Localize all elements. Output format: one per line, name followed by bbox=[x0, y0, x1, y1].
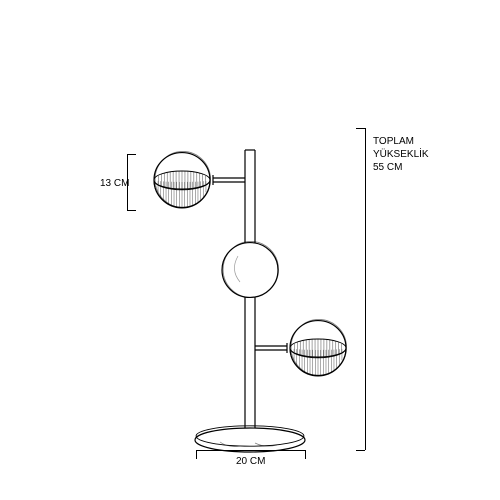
label-base-width-line: 20 CM bbox=[236, 455, 265, 468]
lamp-drawing bbox=[0, 0, 500, 500]
label-globe-diameter-line: 13 CM bbox=[100, 177, 129, 190]
dim-line-height-t1 bbox=[356, 128, 365, 129]
label-total-height-line: 55 CM bbox=[373, 161, 429, 174]
dim-line-base-h bbox=[196, 450, 305, 451]
dim-line-globe-t2 bbox=[127, 210, 136, 211]
dim-line-height-v bbox=[365, 128, 366, 450]
dim-line-base-t1 bbox=[196, 450, 197, 459]
dim-line-globe-t1 bbox=[127, 154, 136, 155]
label-total-height: TOPLAMYÜKSEKLİK55 CM bbox=[373, 135, 429, 174]
label-total-height-line: YÜKSEKLİK bbox=[373, 148, 429, 161]
dim-line-base-t2 bbox=[305, 450, 306, 459]
label-total-height-line: TOPLAM bbox=[373, 135, 429, 148]
diagram-canvas: 13 CM TOPLAMYÜKSEKLİK55 CM 20 CM bbox=[0, 0, 500, 500]
label-base-width: 20 CM bbox=[236, 455, 265, 468]
label-globe-diameter: 13 CM bbox=[100, 177, 129, 190]
dim-line-height-t2 bbox=[356, 450, 365, 451]
